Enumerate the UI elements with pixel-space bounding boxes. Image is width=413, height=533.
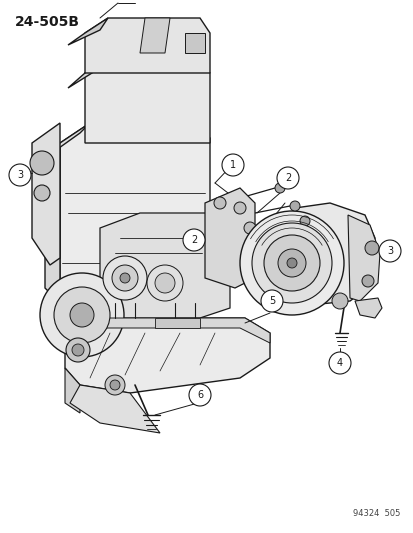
Polygon shape	[68, 53, 110, 88]
Polygon shape	[140, 18, 170, 53]
Polygon shape	[100, 318, 269, 343]
Text: 4: 4	[336, 358, 342, 368]
Polygon shape	[45, 123, 90, 158]
Polygon shape	[70, 385, 159, 433]
Circle shape	[154, 273, 175, 293]
Text: 5: 5	[268, 296, 275, 306]
Polygon shape	[185, 33, 204, 53]
Polygon shape	[85, 53, 209, 143]
Polygon shape	[65, 318, 269, 393]
Polygon shape	[85, 18, 209, 73]
Circle shape	[120, 273, 130, 283]
Text: 2: 2	[190, 235, 197, 245]
Circle shape	[263, 235, 319, 291]
Polygon shape	[347, 215, 379, 301]
Circle shape	[214, 197, 225, 209]
Circle shape	[30, 151, 54, 175]
Circle shape	[243, 222, 255, 234]
Circle shape	[183, 229, 204, 251]
Polygon shape	[100, 213, 230, 318]
Circle shape	[299, 216, 309, 226]
Circle shape	[147, 265, 183, 301]
Circle shape	[221, 154, 243, 176]
Circle shape	[252, 223, 331, 303]
Circle shape	[289, 201, 299, 211]
Polygon shape	[65, 368, 80, 413]
Circle shape	[331, 293, 347, 309]
Polygon shape	[154, 318, 199, 328]
Text: 2: 2	[284, 173, 290, 183]
Circle shape	[276, 167, 298, 189]
Polygon shape	[204, 188, 254, 288]
Text: 1: 1	[229, 160, 235, 170]
Polygon shape	[45, 143, 60, 303]
Polygon shape	[354, 298, 381, 318]
Text: 24-505B: 24-505B	[15, 15, 80, 29]
Circle shape	[70, 303, 94, 327]
Circle shape	[189, 384, 211, 406]
Circle shape	[274, 183, 284, 193]
Polygon shape	[60, 123, 209, 323]
Circle shape	[260, 290, 282, 312]
Circle shape	[34, 185, 50, 201]
Text: 94324  505: 94324 505	[352, 509, 399, 518]
Text: 3: 3	[17, 170, 23, 180]
Circle shape	[66, 338, 90, 362]
Circle shape	[105, 375, 125, 395]
Text: 6: 6	[197, 390, 202, 400]
Circle shape	[103, 256, 147, 300]
Circle shape	[9, 164, 31, 186]
Circle shape	[328, 352, 350, 374]
Polygon shape	[277, 203, 374, 305]
Circle shape	[364, 241, 378, 255]
Polygon shape	[32, 123, 60, 265]
Circle shape	[40, 273, 124, 357]
Circle shape	[286, 258, 296, 268]
Text: 3: 3	[386, 246, 392, 256]
Circle shape	[54, 287, 110, 343]
Circle shape	[72, 344, 84, 356]
Circle shape	[277, 249, 305, 277]
Circle shape	[110, 380, 120, 390]
Circle shape	[112, 265, 138, 291]
Circle shape	[240, 211, 343, 315]
Circle shape	[233, 202, 245, 214]
Circle shape	[378, 240, 400, 262]
Circle shape	[361, 275, 373, 287]
Polygon shape	[68, 18, 108, 45]
